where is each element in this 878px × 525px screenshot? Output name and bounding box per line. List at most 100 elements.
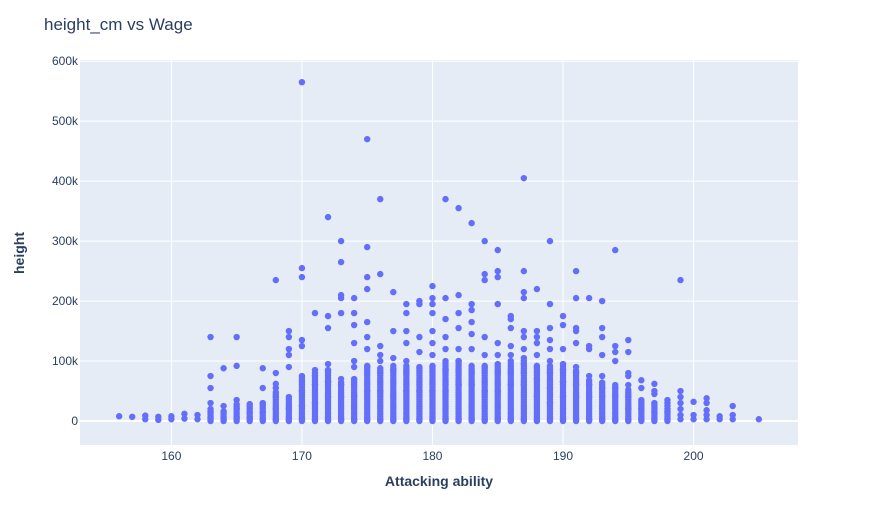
- scatter-point[interactable]: [429, 300, 436, 308]
- scatter-point[interactable]: [481, 270, 488, 278]
- scatter-point[interactable]: [207, 333, 214, 341]
- scatter-point[interactable]: [533, 333, 541, 341]
- scatter-point[interactable]: [520, 288, 528, 296]
- scatter-point[interactable]: [494, 246, 501, 254]
- scatter-point[interactable]: [468, 219, 475, 227]
- scatter-point[interactable]: [677, 276, 684, 284]
- scatter-point[interactable]: [259, 401, 266, 408]
- scatter-point[interactable]: [442, 294, 449, 302]
- scatter-point[interactable]: [585, 294, 593, 302]
- scatter-point[interactable]: [442, 345, 449, 353]
- scatter-point[interactable]: [442, 357, 449, 365]
- scatter-point[interactable]: [442, 333, 449, 341]
- scatter-point[interactable]: [598, 379, 606, 386]
- scatter-point[interactable]: [220, 408, 227, 415]
- scatter-point[interactable]: [677, 387, 684, 395]
- scatter-point[interactable]: [494, 273, 501, 281]
- scatter-point[interactable]: [324, 367, 332, 374]
- scatter-point[interactable]: [559, 321, 567, 329]
- scatter-point[interactable]: [350, 377, 358, 384]
- scatter-point[interactable]: [298, 342, 306, 350]
- scatter-point[interactable]: [403, 327, 410, 335]
- scatter-point[interactable]: [142, 412, 149, 419]
- scatter-point[interactable]: [612, 246, 619, 254]
- scatter-point[interactable]: [494, 339, 501, 347]
- scatter-point[interactable]: [298, 336, 306, 344]
- scatter-point[interactable]: [259, 365, 266, 372]
- scatter-point[interactable]: [729, 411, 736, 419]
- scatter-point[interactable]: [481, 351, 488, 359]
- scatter-point[interactable]: [598, 333, 606, 341]
- scatter-point[interactable]: [455, 324, 462, 332]
- scatter-point[interactable]: [442, 315, 449, 323]
- scatter-point[interactable]: [729, 402, 736, 410]
- scatter-point[interactable]: [572, 267, 580, 275]
- scatter-point[interactable]: [168, 413, 175, 420]
- scatter-point[interactable]: [337, 237, 345, 245]
- scatter-point[interactable]: [546, 362, 554, 370]
- scatter-point[interactable]: [494, 267, 501, 275]
- scatter-point[interactable]: [455, 357, 462, 365]
- scatter-point[interactable]: [559, 362, 567, 370]
- scatter-point[interactable]: [585, 377, 593, 384]
- scatter-point[interactable]: [677, 411, 684, 419]
- scatter-point[interactable]: [625, 386, 632, 394]
- scatter-point[interactable]: [455, 309, 462, 317]
- scatter-points[interactable]: [115, 78, 763, 425]
- scatter-point[interactable]: [285, 351, 293, 359]
- scatter-point[interactable]: [572, 324, 580, 332]
- scatter-point[interactable]: [390, 288, 397, 296]
- scatter-point[interactable]: [625, 369, 632, 377]
- scatter-point[interactable]: [572, 367, 580, 374]
- scatter-point[interactable]: [429, 351, 436, 359]
- scatter-point[interactable]: [403, 339, 410, 347]
- scatter-point[interactable]: [546, 300, 554, 308]
- scatter-point[interactable]: [559, 312, 567, 320]
- scatter-point[interactable]: [507, 342, 514, 350]
- scatter-point[interactable]: [625, 348, 632, 356]
- scatter-point[interactable]: [337, 291, 345, 299]
- scatter-point[interactable]: [364, 285, 371, 293]
- scatter-point[interactable]: [207, 405, 214, 413]
- scatter-point[interactable]: [364, 362, 371, 370]
- scatter-point[interactable]: [703, 411, 710, 419]
- scatter-point[interactable]: [598, 297, 606, 305]
- scatter-point[interactable]: [429, 309, 436, 317]
- scatter-point[interactable]: [364, 135, 371, 143]
- scatter-point[interactable]: [350, 309, 358, 317]
- scatter-point[interactable]: [468, 318, 475, 326]
- scatter-point[interactable]: [298, 374, 306, 382]
- scatter-point[interactable]: [546, 324, 554, 332]
- scatter-point[interactable]: [481, 237, 488, 245]
- scatter-point[interactable]: [311, 369, 319, 377]
- scatter-point[interactable]: [494, 362, 501, 370]
- scatter-point[interactable]: [677, 393, 684, 401]
- scatter-point[interactable]: [468, 300, 475, 308]
- scatter-point[interactable]: [390, 362, 397, 370]
- scatter-point[interactable]: [298, 78, 306, 86]
- scatter-point[interactable]: [703, 395, 710, 402]
- scatter-point[interactable]: [220, 402, 227, 410]
- scatter-point[interactable]: [377, 342, 384, 350]
- scatter-point[interactable]: [468, 362, 475, 370]
- scatter-point[interactable]: [664, 405, 671, 413]
- scatter-point[interactable]: [429, 282, 436, 290]
- scatter-point[interactable]: [350, 357, 358, 365]
- scatter-point[interactable]: [337, 309, 345, 317]
- scatter-point[interactable]: [598, 324, 606, 332]
- scatter-point[interactable]: [612, 381, 619, 389]
- scatter-point[interactable]: [390, 327, 397, 335]
- scatter-point[interactable]: [468, 345, 475, 353]
- scatter-point[interactable]: [651, 387, 658, 395]
- scatter-point[interactable]: [416, 333, 423, 341]
- scatter-point[interactable]: [468, 330, 475, 338]
- scatter-point[interactable]: [429, 294, 436, 302]
- scatter-point[interactable]: [364, 345, 371, 353]
- scatter-point[interactable]: [559, 345, 567, 353]
- scatter-point[interactable]: [703, 407, 710, 414]
- scatter-point[interactable]: [285, 345, 293, 353]
- scatter-point[interactable]: [625, 336, 632, 344]
- scatter-point[interactable]: [233, 362, 240, 370]
- scatter-point[interactable]: [625, 381, 632, 389]
- scatter-point[interactable]: [533, 362, 541, 370]
